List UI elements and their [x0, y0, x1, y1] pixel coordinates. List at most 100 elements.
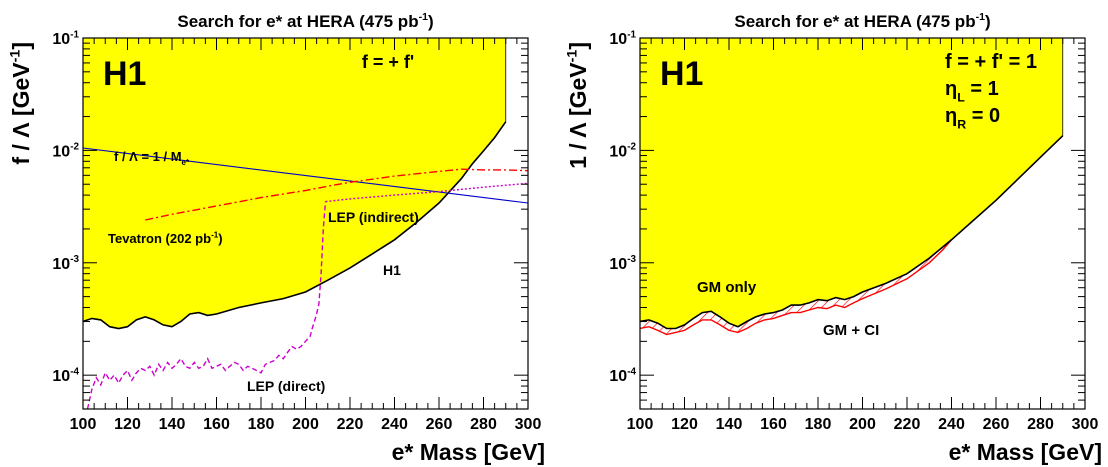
eta-l-annotation: ηL = 1 [945, 78, 999, 104]
x-tick-label: 140 [716, 416, 743, 433]
series-label-lep-direct: LEP (direct) [247, 378, 325, 394]
text-part: R [957, 117, 966, 131]
x-tick-label: 300 [515, 416, 542, 433]
text-part: 10 [52, 368, 70, 385]
series-line-f-1-m [83, 147, 528, 204]
coupling-annotation: f = + f' = 1 [945, 51, 1037, 73]
text-part: 1 / Λ [GeV [565, 62, 591, 169]
eta-r-annotation: ηR = 0 [945, 105, 1000, 131]
x-tick-label: 280 [1027, 416, 1054, 433]
x-tick-label: 120 [671, 416, 698, 433]
text-part: e* [182, 158, 190, 167]
text-part: Search for e* at HERA (475 pb [177, 12, 418, 31]
text-part: -1 [564, 50, 580, 63]
text-part: 10 [52, 31, 70, 48]
x-tick-label: 200 [849, 416, 876, 433]
x-tick-label: 120 [114, 416, 141, 433]
text-part: Search for e* at HERA (475 pb [734, 12, 975, 31]
x-tick-label: 180 [805, 416, 832, 433]
y-tick-label: 10-1 [52, 29, 79, 48]
text-part: H1 [383, 262, 401, 278]
series-label-lep-indirect: LEP (indirect) [328, 209, 419, 225]
y-axis-label: f / Λ [GeV-1] [7, 42, 34, 165]
y-tick-label: 10-3 [609, 254, 636, 273]
series-label-mass-scale: f / Λ = 1 / Me* [114, 149, 190, 167]
text-part: GM only [697, 279, 757, 296]
text-part: f / Λ = 1 / M [114, 149, 182, 164]
x-tick-label: 280 [470, 416, 497, 433]
text-part: LEP (direct) [247, 378, 325, 394]
y-tick-label: 10-4 [609, 366, 636, 385]
x-tick-label: 240 [381, 416, 408, 433]
text-part: f / Λ [GeV [8, 62, 34, 165]
text-part: Tevatron (202 pb [108, 231, 211, 246]
x-tick-label: 300 [1072, 416, 1099, 433]
series-label-h1: H1 [383, 262, 401, 278]
text-part: η [945, 78, 957, 100]
text-part: -1 [976, 11, 986, 23]
x-tick-label: 160 [203, 416, 230, 433]
text-part: ) [218, 231, 222, 246]
x-tick-label: 180 [248, 416, 275, 433]
x-tick-label: 220 [894, 416, 921, 433]
x-axis-label: e* Mass [GeV] [392, 439, 545, 465]
text-part: ) [428, 12, 434, 31]
series-line-tevatron-202-pb [145, 168, 528, 221]
x-tick-label: 140 [159, 416, 186, 433]
text-part: 10 [52, 256, 70, 273]
text-part: -1 [70, 29, 79, 40]
text-part: 10 [609, 31, 627, 48]
text-part: e* Mass [GeV] [949, 439, 1102, 465]
chart-title: Search for e* at HERA (475 pb-1) [734, 11, 990, 31]
y-tick-label: 10-4 [52, 366, 79, 385]
text-part: LEP (indirect) [328, 209, 419, 225]
right-plot-area [640, 38, 1064, 336]
text-part: η [945, 105, 957, 127]
text-part: -1 [211, 231, 219, 240]
x-tick-label: 220 [337, 416, 364, 433]
text-part: -3 [70, 254, 79, 265]
x-tick-label: 160 [760, 416, 787, 433]
x-tick-label: 260 [983, 416, 1010, 433]
text-part: = 1 [965, 78, 999, 100]
x-tick-label: 100 [70, 416, 97, 433]
y-tick-label: 10-1 [609, 29, 636, 48]
series-label-tevatron: Tevatron (202 pb-1) [108, 231, 223, 246]
series-line-h1 [83, 121, 507, 330]
y-tick-label: 10-3 [52, 254, 79, 273]
text-part: ] [8, 42, 34, 50]
text-part: = 0 [966, 105, 1000, 127]
chart-title: Search for e* at HERA (475 pb-1) [177, 11, 433, 31]
h1-logo: H1 [660, 55, 703, 93]
text-part: -3 [627, 254, 636, 265]
series-line-lep-direct- [86, 201, 327, 409]
left-plot-area [83, 38, 528, 409]
series-line-gm-ci [640, 239, 953, 336]
text-part: L [957, 90, 965, 104]
x-tick-label: 240 [938, 416, 965, 433]
text-part: ) [985, 12, 991, 31]
text-part: -1 [7, 50, 23, 63]
series-label-gm-ci: GM + CI [823, 322, 879, 339]
series-label-gm-only: GM only [697, 279, 757, 296]
x-tick-label: 100 [627, 416, 654, 433]
text-part: -2 [70, 142, 79, 153]
coupling-annotation: f = + f' [362, 52, 414, 72]
text-part: ] [565, 42, 591, 50]
y-tick-label: 10-2 [52, 142, 79, 161]
text-part: 10 [609, 368, 627, 385]
h1-logo: H1 [103, 55, 146, 93]
x-tick-label: 200 [292, 416, 319, 433]
text-part: f = + f' = 1 [945, 51, 1037, 73]
left-excluded-region [83, 38, 506, 329]
y-axis-label: 1 / Λ [GeV-1] [564, 42, 591, 169]
text-part: f = + f' [362, 52, 414, 72]
series-line-lep-indirect- [325, 182, 528, 203]
text-part: -1 [627, 29, 636, 40]
text-part: -1 [419, 11, 429, 23]
x-axis-label: e* Mass [GeV] [949, 439, 1102, 465]
text-part: -2 [627, 142, 636, 153]
text-part: 10 [609, 256, 627, 273]
text-part: 10 [609, 143, 627, 160]
text-part: GM + CI [823, 322, 879, 339]
